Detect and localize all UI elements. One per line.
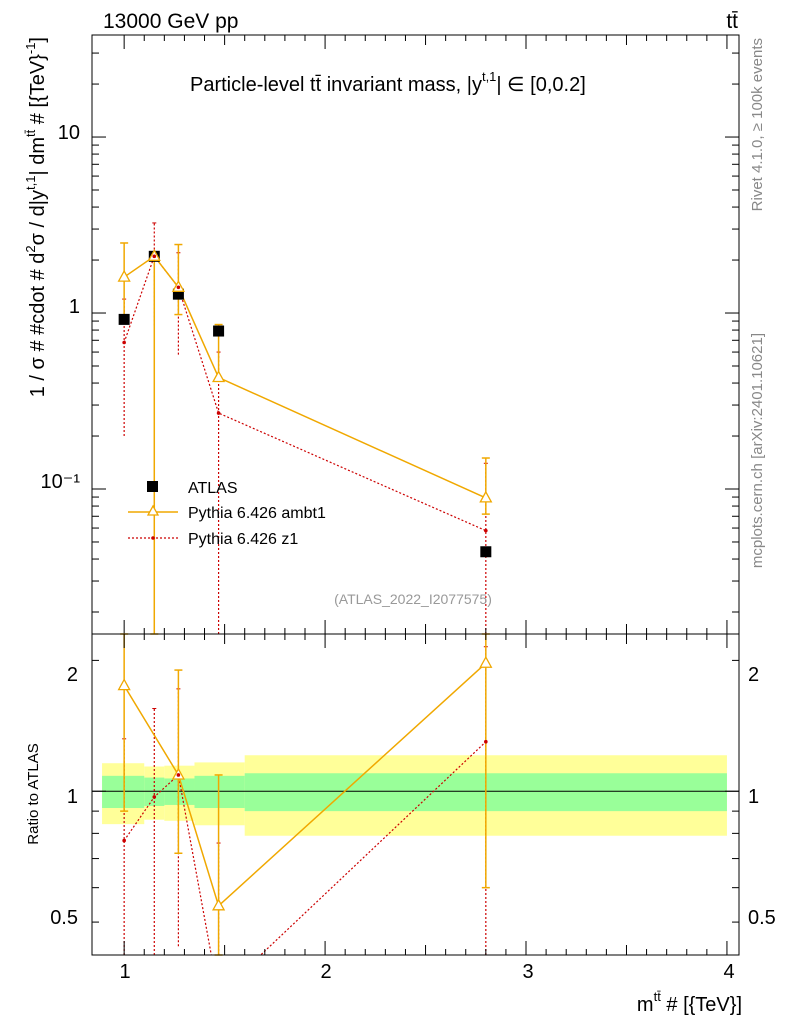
z1-point <box>176 285 181 290</box>
z1-point <box>216 411 221 415</box>
xtick-label-1: 1 <box>119 961 130 983</box>
z1-point <box>484 528 488 533</box>
legend-z1-marker <box>151 536 155 540</box>
ratio-ytick-label-0p5-right: 0.5 <box>748 907 776 929</box>
ratio-ytick-label-0p5: 0.5 <box>50 907 78 929</box>
atlas-point <box>118 313 130 325</box>
legend-ambt1-marker <box>146 504 160 516</box>
legend-ambt1-label: Pythia 6.426 ambt1 <box>188 505 326 522</box>
z1-line <box>123 255 487 532</box>
xtick-label-3: 3 <box>522 961 533 983</box>
legend-atlas-label: ATLAS <box>188 480 238 497</box>
ytick-label-10: 10 <box>58 122 80 144</box>
ratio-ambt1-line <box>123 662 487 908</box>
main-ytick-labels: 10 1 10⁻¹ <box>41 122 81 493</box>
ytick-label-1: 1 <box>69 296 80 318</box>
main-content <box>117 222 493 635</box>
ratio-ambt1-point <box>479 655 493 668</box>
ratio-ambt1-point <box>117 678 131 691</box>
xlabel: mtt̄ # [{TeV}] <box>637 989 742 1016</box>
energy-label: 13000 GeV pp <box>103 10 238 33</box>
ratio-panel: 2 1 0.5 2 1 0.5 1 2 3 4 Ratio to ATLAS m… <box>25 633 776 1016</box>
ratio-z1-point <box>484 739 488 744</box>
legend: ATLAS Pythia 6.426 ambt1 Pythia 6.426 z1 <box>128 480 326 548</box>
ratio-ambt1-point <box>211 898 226 911</box>
ratio-z1-point <box>176 773 181 777</box>
ratio-band-inner <box>102 775 145 809</box>
ratio-z1-point <box>152 795 157 799</box>
ambt1-point <box>117 269 131 282</box>
ratio-band-inner <box>194 775 245 809</box>
ratio-ticks <box>92 634 739 955</box>
rivet-version-label: Rivet 4.1.0, ≥ 100k events <box>749 38 766 211</box>
ratio-ytick-labels: 2 1 0.5 2 1 0.5 <box>50 664 776 929</box>
xtick-label-2: 2 <box>320 961 331 983</box>
ratio-ytick-label-1-right: 1 <box>748 786 759 808</box>
z1-point <box>152 254 157 259</box>
xtick-labels: 1 2 3 4 <box>119 961 734 983</box>
ratio-ytick-label-2: 2 <box>67 664 78 686</box>
atlas-point <box>213 325 225 337</box>
ratio-ytick-label-2-right: 2 <box>748 664 759 686</box>
ratio-frame <box>91 633 740 956</box>
process-label: tt̄ <box>726 10 738 33</box>
ratio-band-inner <box>144 777 165 806</box>
ambt1-point <box>479 490 493 503</box>
ratio-ylabel: Ratio to ATLAS <box>25 743 42 844</box>
legend-z1-label: Pythia 6.426 z1 <box>188 531 298 548</box>
chart-title: Particle-level tt̄ invariant mass, |yt,1… <box>190 69 586 96</box>
main-ticks <box>92 35 739 634</box>
analysis-watermark: (ATLAS_2022_I2077575) <box>334 591 492 607</box>
ambt1-point <box>211 370 226 383</box>
ratio-z1-point <box>122 838 126 843</box>
atlas-point <box>480 546 492 558</box>
atlas-point <box>172 288 184 300</box>
xtick-label-4: 4 <box>723 961 734 983</box>
z1-point <box>122 340 126 345</box>
ytick-label-0p1: 10⁻¹ <box>41 471 81 493</box>
legend-atlas-marker <box>147 481 158 492</box>
mcplots-label: mcplots.cern.ch [arXiv:2401.10621] <box>749 333 766 568</box>
main-panel: 10 1 10⁻¹ Particle-level tt̄ invariant m… <box>23 34 740 635</box>
ratio-content <box>92 633 739 956</box>
ratio-ytick-label-1: 1 <box>67 786 78 808</box>
main-ylabel: 1 / σ # #cdot # d2σ / d|yt,1| dmtt̄ # [{… <box>23 37 49 397</box>
